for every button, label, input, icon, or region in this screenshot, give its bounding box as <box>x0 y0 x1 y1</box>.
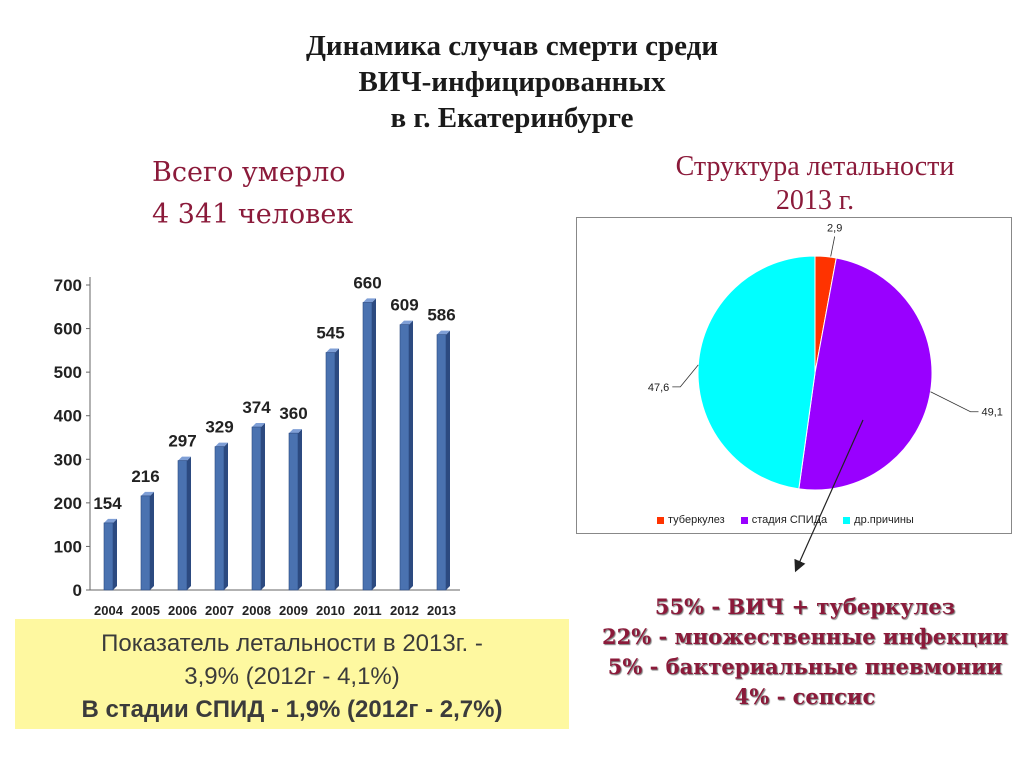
bar-top <box>252 423 265 428</box>
total-deaths-value: 4 341 человек <box>152 199 354 230</box>
bar-value-label: 586 <box>427 306 455 325</box>
rate-line-2: 3,9% (2012г - 4,1%) <box>184 663 400 690</box>
y-tick-label: 600 <box>54 320 82 339</box>
bar <box>177 460 188 591</box>
pie-leader-line <box>672 364 699 388</box>
x-tick-label: 2010 <box>316 603 345 618</box>
bar-side <box>335 348 339 590</box>
x-tick-label: 2011 <box>353 603 381 618</box>
lethality-structure-year: 2013 г. <box>775 185 855 216</box>
cause-item: 22% - множественные инфекции <box>602 624 1008 649</box>
bar-side <box>261 423 265 590</box>
bar-value-label: 374 <box>242 398 271 417</box>
bar <box>251 426 262 591</box>
bar <box>103 522 114 591</box>
bar <box>288 432 299 591</box>
bar <box>140 495 151 591</box>
rate-line-3: В стадии СПИД - 1,9% (2012г - 2,7%) <box>81 696 503 723</box>
legend-swatch-tb <box>657 516 664 524</box>
bar <box>325 352 336 591</box>
legend-label-other: др.причины <box>854 514 914 526</box>
y-tick-label: 200 <box>54 494 82 513</box>
bar-value-label: 154 <box>93 494 122 513</box>
lethality-structure-heading: Структура летальности 2013 г. <box>560 150 1024 218</box>
bar-value-label: 216 <box>131 467 159 486</box>
bar-side <box>446 330 450 590</box>
bar-value-label: 545 <box>316 324 344 343</box>
bar-side <box>298 429 302 590</box>
legend-item-tb: туберкулез <box>657 514 725 526</box>
bar-top <box>104 518 117 523</box>
pie-slice <box>697 255 816 490</box>
y-tick-label: 500 <box>54 363 82 382</box>
x-tick-label: 2004 <box>94 603 124 618</box>
pie-value-label: 2,9 <box>827 222 842 234</box>
pie-legend: туберкулез стадия СПИДа др.причины <box>657 514 914 526</box>
bar-side <box>113 518 117 590</box>
x-tick-label: 2012 <box>390 603 419 618</box>
bar <box>436 334 447 591</box>
title-line-1: Динамика случав смерти среди <box>305 30 719 62</box>
rate-line-1: Показатель летальности в 2013г. - <box>101 630 483 657</box>
x-tick-label: 2006 <box>168 603 197 618</box>
pie-leader-line <box>930 391 979 413</box>
bar-side <box>187 456 191 590</box>
title-line-3: в г. Екатеринбурге <box>390 102 634 134</box>
y-tick-label: 0 <box>73 581 82 600</box>
x-tick-label: 2005 <box>131 603 160 618</box>
y-tick-label: 100 <box>54 537 82 556</box>
legend-label-aids: стадия СПИДа <box>751 514 828 526</box>
lethality-rate-box: Показатель летальности в 2013г. - 3,9% (… <box>15 619 569 729</box>
y-tick-label: 700 <box>54 276 82 295</box>
bar-top <box>289 429 302 434</box>
bar-top <box>215 442 228 447</box>
bar-value-label: 660 <box>353 273 381 292</box>
bar-value-label: 297 <box>168 432 196 451</box>
title-line-2: ВИЧ-инфицированных <box>358 66 666 98</box>
y-tick-label: 300 <box>54 450 82 469</box>
bar-top <box>363 298 376 303</box>
bar-side <box>372 298 376 590</box>
bar-top <box>326 348 339 353</box>
x-tick-label: 2007 <box>205 603 234 618</box>
bar-value-label: 609 <box>390 296 418 315</box>
legend-item-aids: стадия СПИДа <box>740 514 828 526</box>
pie-value-label: 47,6 <box>648 382 669 394</box>
pie-value-label: 49,1 <box>981 407 1002 419</box>
bar-top <box>400 320 413 325</box>
pie-leader-line <box>830 236 836 257</box>
cause-item: 55% - ВИЧ + туберкулез <box>654 594 956 619</box>
lethality-structure-label: Структура летальности <box>675 151 955 182</box>
bar <box>214 446 225 591</box>
page-title: Динамика случав смерти среди ВИЧ-инфицир… <box>0 28 1024 136</box>
cause-item: 4% - сепсис <box>734 684 876 709</box>
legend-swatch-other <box>843 516 851 524</box>
bar-top <box>437 330 450 335</box>
y-tick-label: 400 <box>54 407 82 426</box>
deaths-bar-chart: 0 100 200 300 400 500 600 700 154 2004 216 2005 297 2… <box>54 273 460 618</box>
bar <box>399 324 410 591</box>
legend-item-other: др.причины <box>843 514 914 526</box>
total-deaths-heading: Всего умерло 4 341 человек <box>152 152 353 236</box>
legend-label-tb: туберкулез <box>668 514 725 526</box>
bar-top <box>178 456 191 461</box>
x-tick-label: 2008 <box>242 603 271 618</box>
bar-top <box>141 491 154 496</box>
causes-list: 55% - ВИЧ + туберкулез 22% - множественн… <box>570 592 1024 712</box>
cause-item: 5% - бактериальные пневмонии <box>607 654 1003 679</box>
bar-side <box>409 320 413 590</box>
bar-side <box>150 491 154 590</box>
legend-swatch-aids <box>740 516 748 524</box>
bar-value-label: 360 <box>279 404 307 423</box>
x-tick-label: 2009 <box>279 603 308 618</box>
x-tick-label: 2013 <box>427 603 456 618</box>
lethality-pie-chart: 2,9 49,1 47,6 <box>648 222 1003 491</box>
bar-side <box>224 442 228 590</box>
bar <box>362 302 373 591</box>
total-deaths-label: Всего умерло <box>152 157 346 188</box>
bar-value-label: 329 <box>205 418 233 437</box>
